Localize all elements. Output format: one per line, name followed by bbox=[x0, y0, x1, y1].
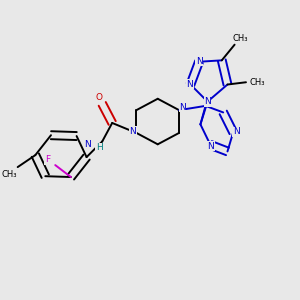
Text: O: O bbox=[95, 93, 102, 102]
Text: CH₃: CH₃ bbox=[2, 170, 17, 179]
Text: N: N bbox=[208, 142, 214, 151]
Text: N: N bbox=[196, 57, 202, 66]
Text: N: N bbox=[187, 80, 193, 89]
Text: CH₃: CH₃ bbox=[250, 78, 265, 87]
Text: N: N bbox=[84, 140, 91, 149]
Text: N: N bbox=[232, 127, 239, 136]
Text: CH₃: CH₃ bbox=[232, 34, 248, 43]
Text: N: N bbox=[179, 103, 186, 112]
Text: N: N bbox=[130, 127, 136, 136]
Text: H: H bbox=[96, 143, 103, 152]
Text: F: F bbox=[45, 155, 50, 164]
Text: N: N bbox=[204, 97, 211, 106]
